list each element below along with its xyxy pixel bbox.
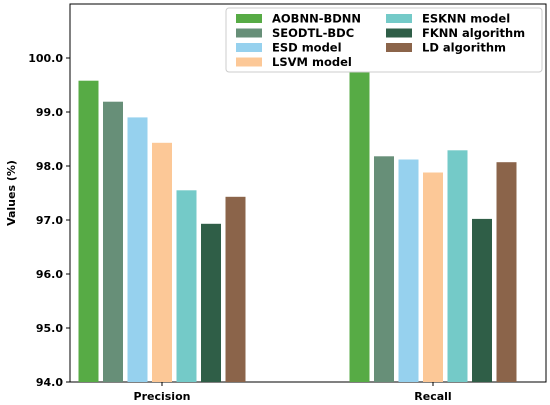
y-axis-title: Values (%) — [5, 160, 18, 226]
legend-label: SEODTL-BDC — [272, 26, 354, 40]
y-axis: 94.0 95.0 96.0 97.0 98.0 99.0 100.0 — [28, 52, 70, 389]
legend-label: ESD model — [272, 41, 342, 55]
bar-recall-seodtl-bdc — [374, 156, 394, 382]
bar-precision-aobnn-bdnn — [78, 80, 99, 382]
bar-precision-fknn-algorithm — [201, 223, 221, 382]
legend-label: LD algorithm — [422, 41, 506, 55]
y-tick-label: 95.0 — [36, 322, 63, 335]
legend-swatch — [236, 28, 262, 38]
bar-precision-seodtl-bdc — [103, 101, 123, 382]
bar-recall-esknn-model — [447, 150, 468, 382]
legend-swatch — [236, 57, 262, 67]
bar-precision-lsvm-model — [152, 142, 172, 382]
x-tick-label: Recall — [414, 390, 451, 403]
legend-swatch — [236, 14, 262, 23]
plot-border — [69, 3, 547, 383]
y-tick-label: 96.0 — [36, 268, 63, 281]
bar-recall-ld-algorithm — [496, 162, 517, 382]
y-tick-label: 97.0 — [36, 214, 63, 227]
legend-label: AOBNN-BDNN — [272, 12, 361, 26]
plot-frame — [69, 3, 547, 383]
bar-recall-aobnn-bdnn — [349, 72, 370, 382]
y-tick-label: 99.0 — [36, 106, 63, 119]
y-tick-label: 100.0 — [28, 52, 63, 65]
bar-precision-esknn-model — [176, 190, 197, 382]
bars-group — [78, 72, 517, 383]
bar-recall-fknn-algorithm — [472, 218, 492, 382]
x-tick-label: Precision — [134, 390, 191, 403]
legend-swatch — [386, 43, 412, 52]
bar-recall-lsvm-model — [423, 172, 443, 382]
legend-label: LSVM model — [272, 55, 352, 69]
legend-label: FKNN algorithm — [422, 26, 525, 40]
legend-swatch — [386, 14, 412, 23]
legend-swatch — [386, 28, 412, 38]
y-tick-label: 94.0 — [36, 376, 63, 389]
bar-precision-esd-model — [127, 117, 148, 383]
legend-swatch — [236, 43, 262, 52]
y-tick-label: 98.0 — [36, 160, 63, 173]
bar-recall-esd-model — [398, 159, 419, 382]
legend-label: ESKNN model — [422, 12, 510, 26]
x-axis: Precision Recall — [134, 382, 452, 403]
bar-precision-ld-algorithm — [225, 196, 246, 382]
legend-box — [225, 7, 543, 73]
